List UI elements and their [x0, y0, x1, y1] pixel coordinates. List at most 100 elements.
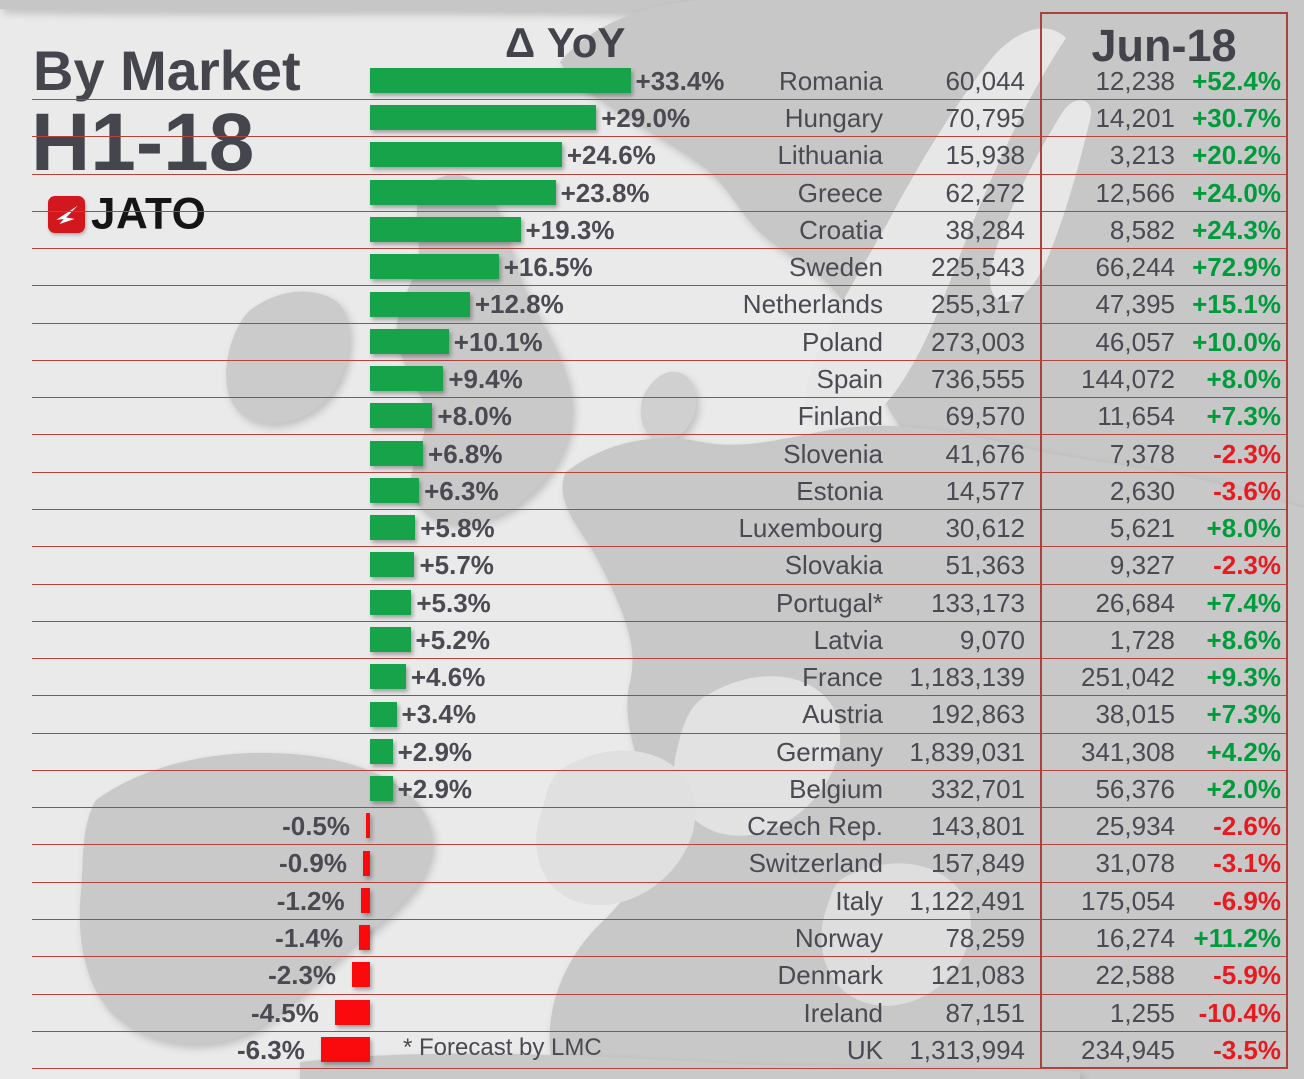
country-name: Poland: [802, 326, 883, 357]
h1-volume: 1,313,994: [909, 1034, 1025, 1065]
market-row-belgium: +2.9% Belgium 332,701 56,376 +2.0%: [32, 771, 1288, 809]
yoy-value-label: +23.8%: [560, 177, 650, 208]
jun-volume: 175,054: [1081, 885, 1175, 916]
h1-volume: 273,003: [931, 326, 1025, 357]
yoy-bar: [370, 217, 521, 242]
h1-volume: 133,173: [931, 587, 1025, 618]
period-title: H1-18: [31, 97, 255, 188]
jun-volume: 26,684: [1095, 587, 1175, 618]
yoy-value-label: +5.7%: [419, 550, 494, 581]
jato-logo-arrow-icon: [48, 195, 85, 233]
yoy-value-label: -1.2%: [276, 885, 345, 916]
market-row-france: +4.6% France 1,183,139 251,042 +9.3%: [32, 659, 1288, 697]
jun-yoy-percent: +11.2%: [1193, 923, 1281, 953]
market-row-uk: -6.3% UK 1,313,994 234,945 -3.5%: [32, 1032, 1288, 1070]
yoy-bar: [370, 776, 393, 802]
market-row-portugal: +5.3% Portugal* 133,173 26,684 +7.4%: [32, 585, 1288, 622]
market-row-lithuania: +24.6% Lithuania 15,938 3,213 +20.2%: [32, 137, 1288, 175]
h1-volume: 121,083: [931, 960, 1025, 991]
h1-volume: 38,284: [945, 214, 1025, 245]
jun-volume: 16,274: [1095, 923, 1175, 953]
country-name: Austria: [802, 699, 883, 730]
market-row-germany: +2.9% Germany 1,839,031 341,308 +4.2%: [32, 734, 1288, 771]
jun-yoy-percent: +4.2%: [1206, 736, 1281, 767]
jun-volume: 7,378: [1109, 438, 1175, 469]
country-name: Estonia: [796, 475, 883, 506]
page-title: By Market: [33, 39, 301, 102]
jun-yoy-percent: +9.3%: [1206, 662, 1281, 693]
jun-volume: 234,945: [1081, 1034, 1175, 1065]
jun-yoy-percent: -10.4%: [1198, 997, 1281, 1028]
yoy-bar: [359, 925, 370, 951]
jun-volume: 3,213: [1109, 140, 1175, 171]
yoy-bar: [370, 738, 393, 764]
jun-volume: 22,588: [1095, 960, 1175, 991]
market-row-romania: +33.4% Romania 60,044 12,238 +52.4%: [32, 63, 1288, 101]
market-row-croatia: +19.3% Croatia 38,284 8,582 +24.3%: [32, 212, 1288, 250]
yoy-bar: [370, 589, 412, 615]
yoy-bar: [366, 813, 370, 839]
yoy-value-label: +12.8%: [474, 289, 564, 320]
country-name: Luxembourg: [738, 513, 883, 544]
jun-volume: 1,728: [1109, 624, 1175, 655]
h1-volume: 157,849: [931, 848, 1025, 879]
jun-volume: 11,654: [1097, 401, 1175, 432]
h1-volume: 62,272: [945, 177, 1025, 208]
yoy-bar: [370, 67, 631, 93]
yoy-value-label: +6.3%: [424, 475, 499, 506]
jato-logo-text: JATO: [91, 188, 207, 239]
jun-volume: 2,630: [1109, 475, 1175, 506]
jun-yoy-percent: -2.3%: [1213, 438, 1281, 469]
jun-yoy-percent: +52.4%: [1192, 65, 1281, 96]
forecast-footnote: * Forecast by LMC: [403, 1034, 602, 1061]
h1-volume: 225,543: [931, 252, 1025, 283]
market-row-italy: -1.2% Italy 1,122,491 175,054 -6.9%: [32, 883, 1288, 920]
market-row-luxembourg: +5.8% Luxembourg 30,612 5,621 +8.0%: [32, 510, 1288, 548]
market-row-finland: +8.0% Finland 69,570 11,654 +7.3%: [32, 398, 1288, 436]
h1-volume: 1,122,491: [909, 885, 1025, 916]
jun-yoy-percent: +7.3%: [1206, 401, 1281, 432]
jun-yoy-percent: +20.2%: [1192, 140, 1281, 171]
jun-yoy-percent: +30.7%: [1192, 103, 1281, 134]
yoy-bar: [370, 105, 597, 131]
h1-volume: 14,577: [945, 475, 1025, 506]
country-name: Sweden: [789, 252, 883, 283]
jun-volume: 251,042: [1081, 662, 1175, 693]
country-name: Czech Rep.: [747, 811, 883, 842]
yoy-value-label: -0.9%: [279, 848, 347, 879]
market-row-ireland: -4.5% Ireland 87,151 1,255 -10.4%: [32, 995, 1288, 1032]
yoy-bar: [370, 179, 556, 205]
yoy-value-label: +2.9%: [397, 736, 473, 767]
yoy-value-label: +5.3%: [416, 587, 491, 618]
jun-volume: 144,072: [1081, 363, 1175, 394]
h1-volume: 69,570: [945, 401, 1025, 432]
yoy-bar: [370, 254, 499, 280]
jun-yoy-percent: -3.1%: [1213, 848, 1281, 879]
yoy-bar: [362, 850, 370, 876]
h1-volume: 30,612: [945, 513, 1025, 544]
jun-18-highlight-box: [1040, 12, 1288, 1069]
country-name: Croatia: [799, 214, 883, 245]
yoy-value-label: -0.5%: [282, 811, 350, 842]
country-name: Netherlands: [742, 289, 883, 320]
jun-yoy-percent: -5.9%: [1213, 960, 1281, 991]
h1-volume: 736,555: [931, 363, 1025, 394]
market-row-norway: -1.4% Norway 78,259 16,274 +11.2%: [32, 920, 1288, 958]
country-name: Portugal*: [776, 587, 883, 618]
yoy-value-label: +33.4%: [635, 65, 725, 96]
jun-volume: 31,078: [1095, 848, 1175, 879]
jun-volume: 47,395: [1095, 289, 1175, 320]
h1-volume: 1,183,139: [909, 662, 1025, 693]
jun-yoy-percent: +72.9%: [1192, 252, 1281, 283]
jun-yoy-percent: -2.3%: [1213, 550, 1281, 581]
country-name: France: [802, 662, 883, 693]
country-name: Slovakia: [784, 550, 883, 581]
h1-volume: 15,938: [945, 140, 1025, 171]
market-row-latvia: +5.2% Latvia 9,070 1,728 +8.6%: [32, 622, 1288, 660]
yoy-bar: [360, 887, 370, 913]
jun-volume: 14,201: [1095, 103, 1175, 134]
jun-volume: 66,244: [1095, 252, 1175, 283]
country-name: Ireland: [803, 997, 884, 1028]
h1-volume: 51,363: [945, 550, 1025, 581]
jun-volume: 56,376: [1095, 773, 1175, 804]
